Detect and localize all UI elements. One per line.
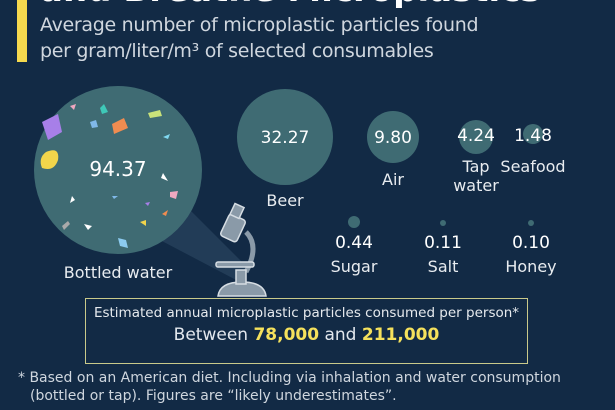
category-label-bottled-water: Bottled water xyxy=(64,263,173,282)
bubble-salt xyxy=(440,220,446,226)
value-label-beer: 32.27 xyxy=(261,128,310,148)
low-estimate: 78,000 xyxy=(253,325,320,345)
bubble-sugar xyxy=(348,216,360,228)
high-estimate: 211,000 xyxy=(361,325,440,345)
category-label-beer: Beer xyxy=(266,191,304,210)
value-label-bottled-water: 94.37 xyxy=(89,157,146,181)
annual-consumption-label: Estimated annual microplastic particles … xyxy=(93,305,520,321)
category-label-salt: Salt xyxy=(428,257,459,276)
bubble-seafood xyxy=(523,124,543,144)
bubble-tap-water xyxy=(459,120,493,154)
category-label-tap-water: Tap xyxy=(461,157,489,176)
annual-consumption-box: Estimated annual microplastic particles … xyxy=(85,298,528,364)
category-label-seafood: Seafood xyxy=(500,157,565,176)
accent-bar xyxy=(17,0,27,62)
bubble-air xyxy=(367,111,419,163)
category-label-sugar: Sugar xyxy=(331,257,378,276)
value-label-sugar: 0.44 xyxy=(335,233,373,253)
subtitle-line-2: per gram/liter/m³ of selected consumable… xyxy=(40,40,434,62)
category-label-honey: Honey xyxy=(505,257,556,276)
subtitle-line-1: Average number of microplastic particles… xyxy=(40,14,479,36)
category-label-air: Air xyxy=(382,170,404,189)
bubble-beer xyxy=(237,89,333,185)
chart-title: and Breathe Microplastics xyxy=(40,0,541,10)
category-label-tap-water: water xyxy=(453,176,499,195)
between-text: Between xyxy=(173,325,249,345)
microscope-icon xyxy=(215,202,267,297)
value-label-honey: 0.10 xyxy=(512,233,550,253)
value-label-tap-water: 4.24 xyxy=(457,126,495,146)
footnote-line-1: * Based on an American diet. Including v… xyxy=(18,370,561,386)
value-label-salt: 0.11 xyxy=(424,233,462,253)
value-label-air: 9.80 xyxy=(374,128,412,148)
bubble-chart: 94.37 Bottled water 32.27 Beer 9.80 Air 4.24 Ta… xyxy=(34,86,566,297)
value-label-seafood: 1.48 xyxy=(514,126,552,146)
bubble-honey xyxy=(528,220,534,226)
microplastic-fragments xyxy=(40,104,178,248)
footnote-line-2: (bottled or tap). Figures are “likely un… xyxy=(30,388,397,404)
and-text: and xyxy=(324,325,357,345)
bubble-bottled-water xyxy=(34,86,202,254)
